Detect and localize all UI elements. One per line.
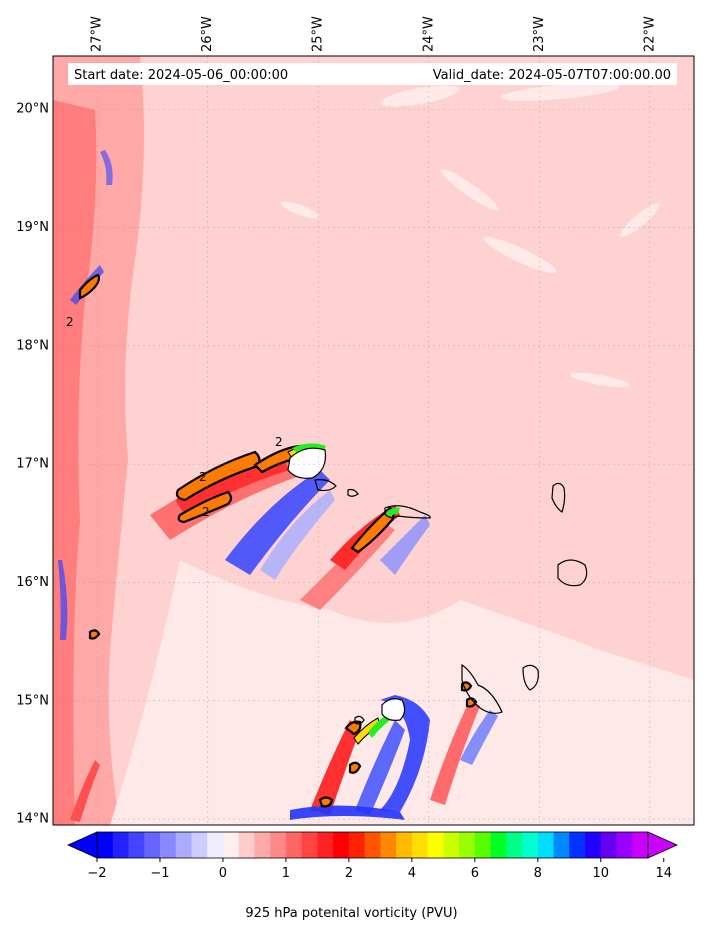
lon-tick-label: 25°W bbox=[311, 16, 326, 52]
colorbar-swatch bbox=[144, 832, 161, 858]
lat-tick-label: 15°N bbox=[16, 693, 49, 708]
colorbar-tick-label: 2 bbox=[345, 866, 353, 881]
contour-label: 2 bbox=[202, 505, 210, 519]
colorbar-tick-label: 8 bbox=[534, 866, 542, 881]
colorbar-swatch bbox=[600, 832, 618, 858]
longitude-ticks: 27°W 26°W 25°W 24°W 23°W 22°W bbox=[90, 16, 658, 52]
island-sao-nicolau bbox=[384, 505, 431, 519]
colorbar-extend-high bbox=[647, 831, 678, 859]
island-brava bbox=[354, 715, 365, 725]
island-sao-vicente bbox=[314, 479, 337, 492]
island-boa-vista bbox=[557, 559, 588, 587]
colorbar-frame bbox=[96, 831, 649, 859]
colorbar-swatch bbox=[427, 832, 444, 858]
colorbar-swatch bbox=[159, 832, 177, 858]
colorbar-swatch bbox=[522, 832, 539, 858]
valid-date-label: Valid_date: 2024-05-07T07:00:00.00 bbox=[433, 68, 671, 83]
start-date-label: Start date: 2024-05-06_00:00:00 bbox=[74, 68, 288, 83]
colorbar-swatch bbox=[474, 832, 492, 858]
lat-tick-label: 18°N bbox=[16, 338, 49, 353]
colorbar-swatch bbox=[459, 832, 476, 858]
lon-tick-label: 24°W bbox=[421, 16, 436, 52]
colorbar-swatch bbox=[285, 832, 303, 858]
colorbar-swatch bbox=[569, 832, 586, 858]
colorbar-label: 925 hPa potenital vorticity (PVU) bbox=[245, 906, 458, 921]
lon-tick-label: 26°W bbox=[200, 16, 215, 52]
colorbar-swatch bbox=[380, 832, 397, 858]
colorbar-swatch bbox=[443, 832, 460, 858]
island-fogo bbox=[381, 698, 406, 721]
colorbar-tick-label: −2 bbox=[87, 866, 106, 881]
colorbar-swatch bbox=[553, 832, 570, 858]
colorbar-swatch bbox=[270, 832, 287, 858]
island-santiago bbox=[461, 663, 503, 714]
colorbar-swatch bbox=[585, 832, 602, 858]
lon-tick-label: 27°W bbox=[90, 16, 105, 52]
lat-tick-label: 16°N bbox=[16, 575, 49, 590]
lat-tick-label: 14°N bbox=[16, 812, 49, 827]
colorbar-swatch bbox=[238, 832, 255, 858]
island-maio bbox=[522, 664, 539, 691]
colorbar-swatch bbox=[632, 832, 649, 858]
lon-tick-label: 23°W bbox=[532, 16, 547, 52]
colorbar-swatch bbox=[301, 832, 318, 858]
lat-tick-label: 17°N bbox=[16, 457, 49, 472]
colorbar-swatch bbox=[411, 832, 429, 858]
gridlines bbox=[53, 56, 694, 825]
colorbar-extend-low bbox=[67, 831, 98, 859]
island-sal bbox=[551, 482, 566, 513]
colorbar-swatch bbox=[396, 832, 413, 858]
colorbar-swatch bbox=[128, 832, 145, 858]
colorbar-tick-label: 0 bbox=[219, 866, 227, 881]
lon-tick-label: 22°W bbox=[642, 16, 657, 52]
colorbar-swatch bbox=[222, 832, 240, 858]
lat-tick-label: 19°N bbox=[16, 220, 49, 235]
colorbar-tick-label: 10 bbox=[592, 866, 609, 881]
colorbar-swatch bbox=[112, 832, 129, 858]
colorbar-swatch bbox=[254, 832, 271, 858]
colorbar-swatch bbox=[490, 832, 507, 858]
colorbar-swatch bbox=[317, 832, 334, 858]
lat-tick-label: 20°N bbox=[16, 102, 49, 117]
colorbar-swatch bbox=[348, 832, 366, 858]
colorbar-swatch bbox=[333, 832, 350, 858]
colorbar-tick-label: 1 bbox=[282, 866, 290, 881]
contour-label: 2 bbox=[66, 315, 74, 329]
colorbar-swatch bbox=[97, 832, 114, 858]
contour-label: 2 bbox=[199, 470, 207, 484]
header-box bbox=[68, 63, 677, 85]
contour-label: 2 bbox=[275, 435, 283, 449]
colorbar-swatch bbox=[616, 832, 633, 858]
colorbar-swatch bbox=[207, 832, 224, 858]
colorbar-tick-label: 4 bbox=[408, 866, 416, 881]
island-santo-antao bbox=[287, 447, 327, 479]
colorbar-swatch bbox=[506, 832, 523, 858]
colorbar-swatch bbox=[537, 832, 555, 858]
contour-labels: 2 2 2 2 bbox=[66, 315, 283, 519]
colorbar-tick-label: −1 bbox=[150, 866, 169, 881]
colorbar-tick-label: 14 bbox=[655, 866, 672, 881]
colorbar-swatch bbox=[364, 832, 381, 858]
map-frame bbox=[52, 55, 695, 826]
island-santa-luzia bbox=[347, 488, 359, 497]
latitude-ticks: 20°N 19°N 18°N 17°N 16°N 15°N 14°N bbox=[16, 102, 49, 827]
colorbar: −2 −1 0 1 2 4 6 8 10 14 bbox=[67, 831, 678, 881]
map-area: 2 2 2 2 bbox=[53, 56, 694, 825]
colorbar-swatch bbox=[175, 832, 192, 858]
southern-wake-region bbox=[110, 560, 694, 825]
colorbar-swatch bbox=[191, 832, 208, 858]
island-outlines bbox=[287, 447, 588, 725]
colorbar-tick-label: 6 bbox=[471, 866, 479, 881]
